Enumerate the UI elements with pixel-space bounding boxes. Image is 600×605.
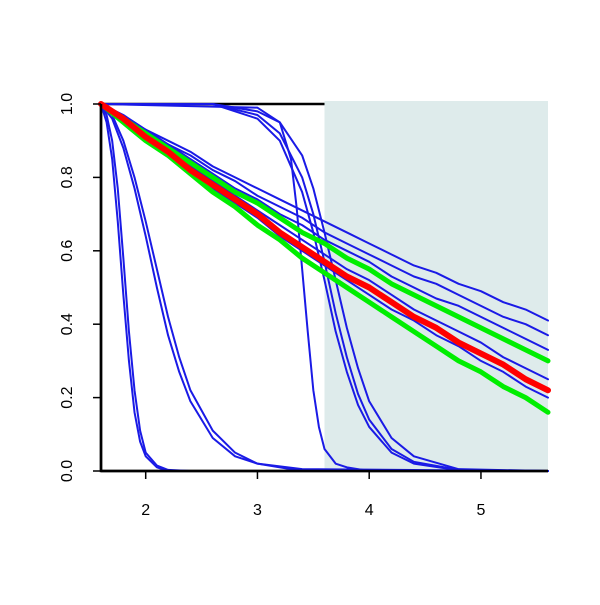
curve — [98, 101, 551, 394]
y-tick-label: 1.0 — [59, 93, 76, 115]
x-tick-label: 5 — [476, 502, 485, 519]
curve — [98, 101, 551, 364]
curve-layer — [98, 101, 551, 472]
curve — [100, 103, 549, 351]
curve — [100, 103, 549, 472]
x-tick-label: 2 — [141, 502, 150, 519]
y-tick-label: 0.4 — [59, 313, 76, 335]
curve — [100, 103, 549, 472]
y-tick-label: 0.0 — [59, 460, 76, 482]
x-tick-label: 4 — [365, 502, 374, 519]
curve — [100, 103, 549, 472]
axis-layer: 2 3 4 5 0.0 0.2 0.4 0.6 0.8 1.0 — [59, 93, 548, 519]
y-tick-label: 0.2 — [59, 386, 76, 408]
curve — [100, 103, 549, 472]
y-tick-label: 0.8 — [59, 166, 76, 188]
y-tick-label: 0.6 — [59, 240, 76, 262]
curve — [100, 103, 549, 322]
x-tick-label: 3 — [253, 502, 262, 519]
curve — [100, 103, 549, 337]
